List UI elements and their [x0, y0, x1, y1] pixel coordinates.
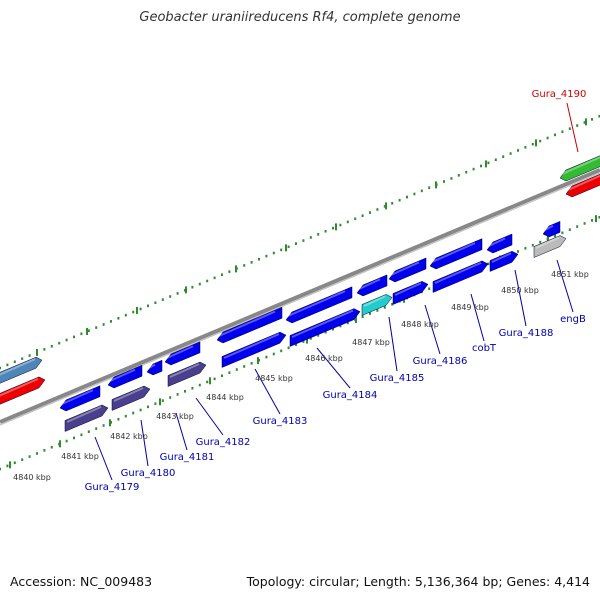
- ruler-label-text: 4850 kbp: [501, 286, 539, 295]
- gene-gura-4179-lower-shine: [66, 405, 102, 423]
- gene-left-edge-upper-shine: [0, 358, 36, 376]
- gene-gura-4190-lower-shine: [567, 174, 600, 191]
- backbone: [0, 168, 600, 426]
- gene-gura-4182-upper: [164, 341, 201, 366]
- gene-gura-4181-upper-shine: [148, 363, 156, 369]
- gene-cobt-lower-shine: [434, 261, 482, 284]
- gene-label-leader: [388, 316, 398, 372]
- ruler-label-text: 4849 kbp: [451, 303, 489, 312]
- gene-gura-4182-lower-shine: [169, 363, 200, 378]
- gene-gura-4181-upper: [146, 359, 163, 376]
- gene-gura-4186-lower-shine: [394, 282, 422, 296]
- gene-label-leader: [94, 436, 113, 481]
- gene-label-leader: [195, 397, 224, 436]
- gene-gura-4179-upper: [59, 385, 101, 412]
- backbone-line: [0, 168, 600, 424]
- backbone-highlight: [0, 172, 600, 426]
- gene-cobt-lower: [432, 260, 489, 293]
- gene-label-text: Gura_4186: [413, 356, 468, 367]
- gene-engb-lower-shine: [535, 236, 560, 249]
- ruler-label-text: 4844 kbp: [206, 393, 244, 402]
- gene-features: [0, 155, 600, 432]
- gene-gura-4188-upper: [486, 233, 513, 254]
- gene-gura-4179-upper-shine: [61, 389, 94, 405]
- ruler-label-text: 4846 kbp: [305, 354, 343, 363]
- gene-label-leader: [175, 412, 188, 451]
- ruler-label-text: 4843 kbp: [156, 412, 194, 421]
- gene-gura-4190-upper-shine: [561, 156, 600, 175]
- map-title: Geobacter uraniireducens Rf4, complete g…: [139, 10, 461, 25]
- gene-gura-4190-upper: [559, 155, 600, 182]
- gene-gura-4182-lower: [167, 361, 207, 387]
- ruler-label-text: 4845 kbp: [255, 374, 293, 383]
- gene-label-leader: [556, 259, 574, 313]
- gene-engb-upper-shine: [544, 224, 554, 231]
- ruler-label-text: 4851 kbp: [551, 270, 589, 279]
- gene-labels: Gura_4179Gura_4180Gura_4181Gura_4182Gura…: [85, 89, 587, 493]
- gene-label-leader: [316, 347, 351, 389]
- gene-gura-4190-lower: [565, 173, 600, 198]
- gene-gura-4183-upper-shine: [218, 310, 276, 337]
- gene-label-text: Gura_4183: [253, 416, 308, 427]
- gene-gura-4182-upper-shine: [166, 345, 194, 359]
- gene-gura-4186-upper: [388, 257, 427, 283]
- gene-label-leader: [514, 269, 527, 327]
- gene-gura-4184-upper: [285, 286, 353, 324]
- gene-label-text: Gura_4188: [499, 328, 554, 339]
- gene-gura-4185-lower-shine: [363, 295, 386, 307]
- gene-gura-4180-upper: [107, 364, 143, 389]
- gene-gura-4183-upper: [216, 306, 283, 344]
- gene-label-leader: [566, 102, 579, 153]
- ruler-label-text: 4841 kbp: [61, 452, 99, 461]
- gene-label-text: engB: [560, 314, 586, 325]
- gene-gura-4183-lower-shine: [223, 333, 280, 359]
- gene-gura-4180-lower: [111, 385, 151, 411]
- gene-left-edge-lower: [0, 376, 46, 405]
- gene-label-text: Gura_4180: [121, 468, 176, 479]
- gene-label-text: Gura_4185: [370, 373, 425, 384]
- ruler-label-text: 4842 kbp: [110, 432, 148, 441]
- gene-gura-4185-lower: [361, 294, 393, 316]
- gene-gura-4188-upper-shine: [488, 237, 506, 247]
- gene-label-text: Gura_4182: [196, 437, 251, 448]
- gene-gura-4180-lower-shine: [113, 387, 144, 402]
- gene-gura-4188-lower: [489, 250, 519, 272]
- gene-gura-4184-upper-shine: [287, 290, 346, 317]
- gene-label-leader: [140, 419, 149, 467]
- gene-gura-4186-lower: [392, 281, 429, 305]
- gene-left-edge-lower-shine: [0, 377, 39, 397]
- gene-gura-4188-lower-shine: [491, 252, 512, 263]
- accession-text: Accession: NC_009483: [10, 574, 153, 589]
- gene-engb-upper: [542, 220, 561, 238]
- gene-label-text: cobT: [472, 343, 497, 354]
- ruler-label-text: 4847 kbp: [352, 338, 390, 347]
- gene-gura-4186-upper-shine: [390, 261, 420, 276]
- gene-label-leader: [424, 304, 441, 355]
- gene-label-text: Gura_4181: [160, 452, 215, 463]
- gene-gura-4185-upper: [356, 274, 388, 297]
- gene-label-leader: [470, 293, 485, 342]
- genome-summary-text: Topology: circular; Length: 5,136,364 bp…: [246, 574, 590, 589]
- gene-label-leader: [254, 368, 281, 415]
- gene-cobt-upper: [429, 238, 483, 270]
- gene-gura-4184-lower-shine: [291, 309, 354, 338]
- gene-gura-4184-lower: [289, 308, 361, 347]
- gene-label-text: Gura_4184: [323, 390, 378, 401]
- gene-label-text: Gura_4179: [85, 482, 140, 493]
- ruler-labels: 4840 kbp 4841 kbp 4842 kbp 4843 kbp 4844 kbp…: [13, 270, 589, 482]
- gene-cobt-upper-shine: [431, 242, 476, 263]
- gene-gura-4183-lower: [221, 331, 287, 368]
- gene-left-edge-upper: [0, 356, 43, 384]
- gene-label-text: Gura_4190: [532, 89, 587, 100]
- ruler-label-text: 4848 kbp: [401, 320, 439, 329]
- gene-gura-4180-upper-shine: [109, 368, 136, 382]
- ruler-label-text: 4840 kbp: [13, 473, 51, 482]
- gene-gura-4185-upper-shine: [358, 278, 381, 290]
- gene-gura-4179-lower: [64, 404, 109, 432]
- gene-engb-lower: [533, 235, 567, 258]
